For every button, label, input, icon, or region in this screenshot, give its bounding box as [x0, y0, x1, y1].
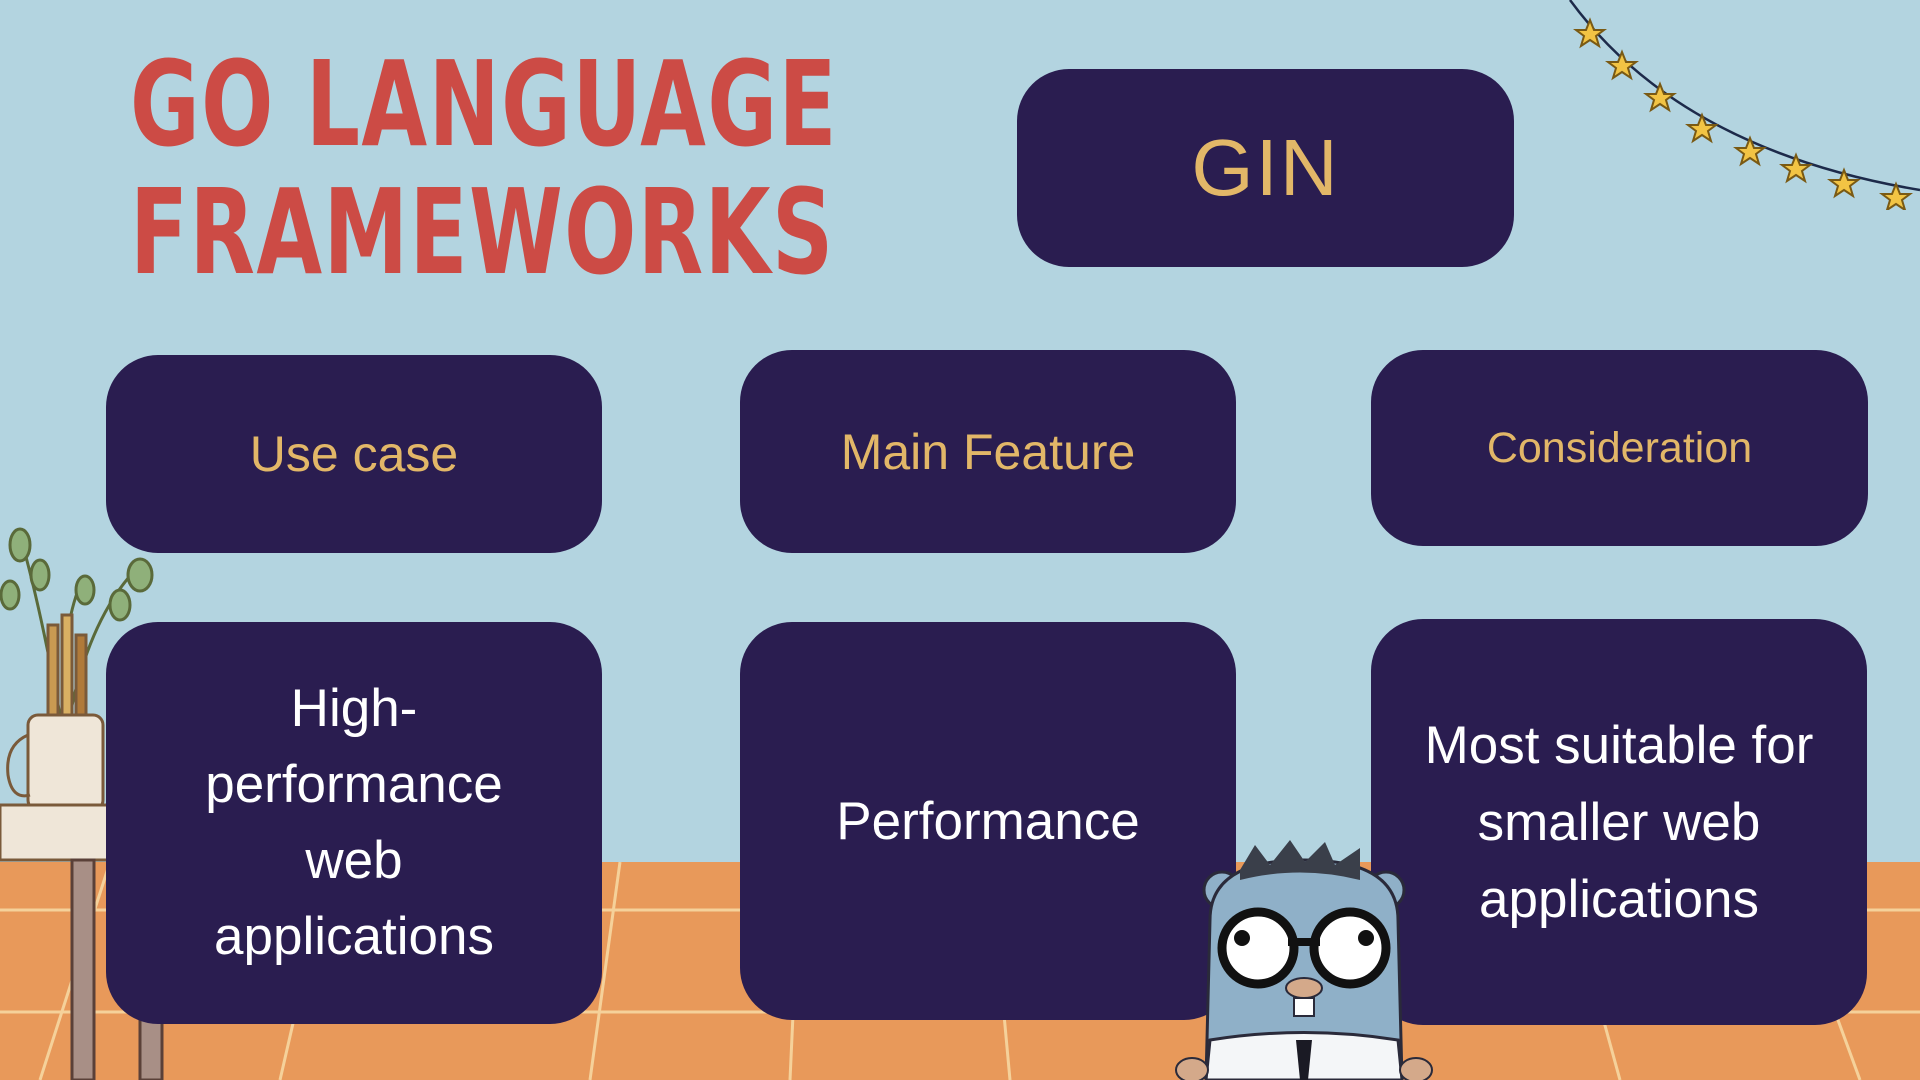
main-feature-header: Main Feature: [840, 423, 1136, 480]
title-line-2: FRAMEWORKS: [130, 163, 835, 301]
page-title: GO LANGUAGE FRAMEWORKS: [130, 40, 838, 296]
plant-pot-icon: [0, 527, 164, 1080]
consideration-value-box: Most suitable for smaller web applicatio…: [1371, 619, 1867, 1025]
consideration-header: Consideration: [1486, 423, 1753, 472]
use-case-header-box: Use case: [106, 355, 602, 553]
use-case-header: Use case: [249, 426, 459, 482]
use-case-value-box: High-performance web applications: [106, 622, 602, 1024]
title-line-1: GO LANGUAGE: [130, 35, 839, 173]
framework-name: GIN: [1191, 123, 1340, 212]
main-feature-value: Performance: [836, 791, 1140, 851]
use-case-value: High-performance web applications: [205, 679, 503, 966]
consideration-value: Most suitable for smaller web applicatio…: [1424, 715, 1814, 929]
gopher-mascot-icon: [1175, 840, 1433, 1080]
main-feature-value-box: Performance: [740, 622, 1236, 1020]
framework-name-box: GIN: [1017, 69, 1514, 267]
consideration-header-box: Consideration: [1371, 350, 1868, 546]
star-bunting-icon: [1568, 0, 1920, 210]
main-feature-header-box: Main Feature: [740, 350, 1236, 553]
